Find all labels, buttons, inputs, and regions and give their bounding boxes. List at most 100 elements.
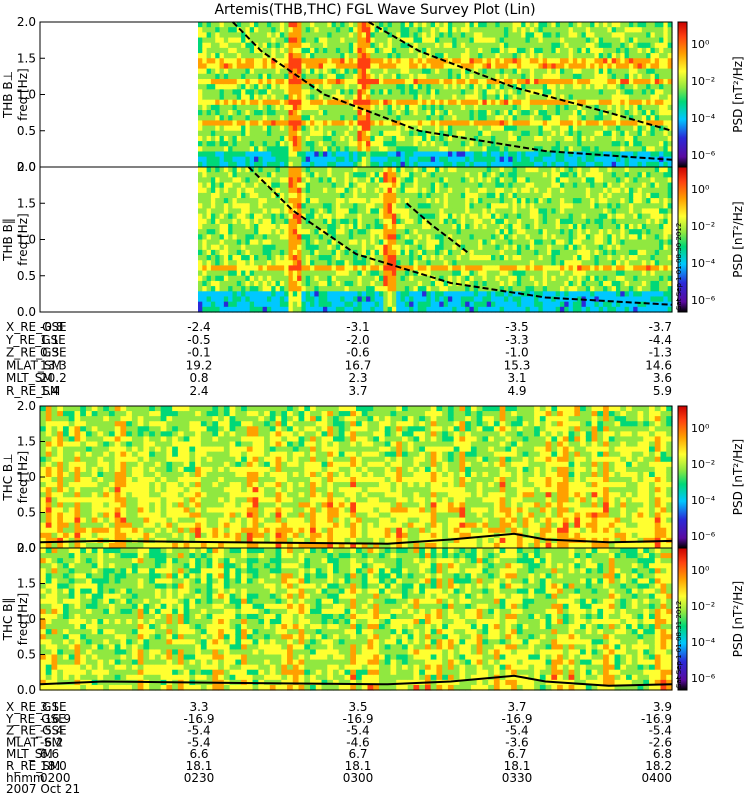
spectrogram-cell: [585, 73, 591, 80]
spectrogram-cell: [659, 63, 664, 70]
spectrogram-cell: [404, 187, 410, 194]
spectrogram-cell: [482, 229, 488, 235]
spectrogram-cell: [426, 296, 432, 303]
spectrogram-cell: [555, 84, 561, 90]
spectrogram-cell: [469, 239, 475, 246]
spectrogram-cell: [353, 177, 359, 184]
spectrogram-cell: [275, 182, 281, 189]
spectrogram-cell: [223, 198, 229, 204]
spectrogram-cell: [344, 130, 350, 137]
spectrogram-cell: [482, 172, 488, 178]
spectrogram-cell: [482, 130, 488, 137]
spectrogram-cell: [473, 27, 479, 33]
spectrogram-cell: [314, 115, 320, 121]
spectrogram-cell: [348, 213, 354, 220]
spectrogram-cell: [426, 42, 432, 49]
spectrogram-cell: [241, 53, 246, 59]
spectrogram-cell: [460, 286, 466, 292]
spectrogram-cell: [641, 84, 647, 90]
spectrogram-cell: [611, 47, 617, 54]
spectrogram-cell: [559, 84, 565, 90]
spectrogram-cell: [465, 223, 471, 230]
spectrogram-cell: [482, 110, 488, 116]
spectrogram-cell: [228, 291, 234, 298]
spectrogram-cell: [202, 198, 208, 204]
spectrogram-cell: [284, 120, 290, 127]
spectrogram-cell: [314, 110, 320, 116]
spectrogram-cell: [210, 63, 216, 70]
spectrogram-cell: [538, 125, 544, 132]
spectrogram-cell: [310, 270, 315, 277]
spectrogram-cell: [271, 296, 277, 303]
spectrogram-cell: [400, 37, 406, 44]
spectrogram-cell: [404, 208, 410, 215]
spectrogram-cell: [508, 37, 514, 44]
spectrogram-cell: [249, 172, 255, 178]
spectrogram-cell: [400, 32, 406, 39]
spectrogram-cell: [228, 244, 234, 251]
spectrogram-cell: [460, 146, 466, 153]
spectrogram-cell: [206, 286, 212, 292]
spectrogram-cell: [236, 255, 242, 261]
spectrogram-cell: [594, 78, 600, 85]
spectrogram-cell: [564, 115, 570, 121]
spectrogram-cell: [654, 99, 660, 106]
spectrogram-cell: [400, 255, 406, 261]
spectrogram-cell: [452, 234, 458, 241]
spectrogram-cell: [439, 104, 445, 111]
spectrogram-cell: [344, 223, 350, 230]
spectrogram-cell: [400, 275, 406, 282]
spectrogram-cell: [525, 68, 531, 75]
spectrogram-cell: [266, 260, 272, 266]
spectrogram-cell: [447, 63, 453, 70]
spectrogram-cell: [460, 78, 466, 85]
spectrogram-cell: [206, 110, 212, 116]
spectrogram-cell: [374, 151, 380, 158]
spectrogram-cell: [314, 120, 320, 127]
spectrogram-cell: [637, 68, 643, 75]
spectrogram-cell: [383, 27, 389, 33]
spectrogram-cell: [206, 208, 212, 215]
spectrogram-cell: [551, 68, 557, 75]
spectrogram-cell: [452, 260, 458, 266]
spectrogram-cell: [353, 104, 359, 111]
spectrogram-cell: [310, 141, 315, 147]
spectrogram-cell: [641, 37, 647, 44]
spectrogram-cell: [374, 286, 380, 292]
spectrogram-cell: [254, 146, 259, 153]
spectrogram-cell: [344, 187, 350, 194]
spectrogram-cell: [322, 37, 328, 44]
spectrogram-cell: [659, 78, 664, 85]
spectrogram-cell: [430, 120, 436, 127]
spectrogram-cell: [271, 182, 277, 189]
spectrogram-cell: [301, 255, 307, 261]
spectrogram-cell: [353, 291, 359, 298]
spectrogram-cell: [538, 110, 544, 116]
spectrogram-cell: [331, 42, 337, 49]
spectrogram-cell: [439, 172, 445, 178]
spectrogram-cell: [391, 223, 397, 230]
spectrogram-cell: [641, 32, 647, 39]
spectrogram-cell: [435, 27, 440, 33]
spectrogram-cell: [335, 130, 341, 137]
spectrogram-cell: [465, 296, 471, 303]
spectrogram-cell: [508, 42, 514, 49]
spectrogram-cell: [210, 156, 216, 163]
spectrogram-cell: [473, 68, 479, 75]
spectrogram-cell: [236, 141, 242, 147]
spectrogram-cell: [370, 37, 376, 44]
spectrogram-cell: [413, 135, 419, 142]
spectrogram-cell: [491, 37, 496, 44]
spectrogram-cell: [426, 99, 432, 106]
spectrogram-cell: [564, 37, 570, 44]
spectrogram-cell: [603, 94, 608, 101]
spectrogram-cell: [335, 32, 341, 39]
spectrogram-cell: [465, 301, 471, 308]
spectrogram-cell: [353, 296, 359, 303]
spectrogram-cell: [654, 156, 660, 163]
spectrogram-cell: [447, 78, 453, 85]
spectrogram-cell: [314, 203, 320, 210]
spectrogram-cell: [460, 47, 466, 54]
spectrogram-cell: [409, 275, 415, 282]
spectrogram-cell: [417, 89, 423, 96]
